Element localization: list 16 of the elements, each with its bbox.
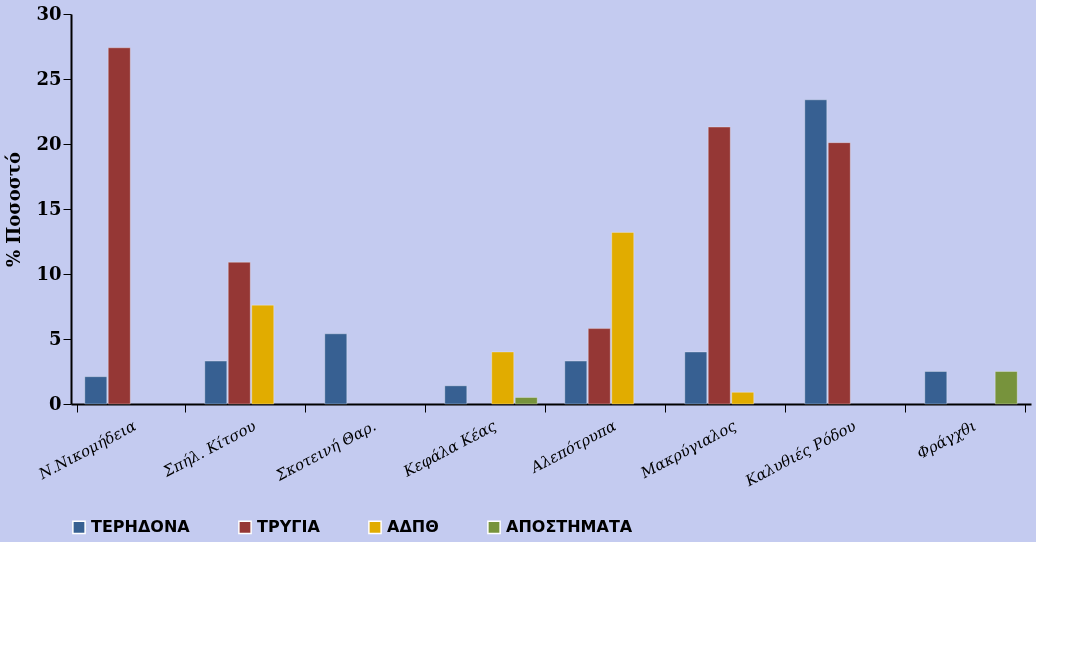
legend-label: ΤΡΥΓΙΑ bbox=[257, 517, 321, 537]
bar bbox=[444, 385, 468, 405]
y-tick-label: 20 bbox=[36, 132, 62, 154]
bar bbox=[924, 371, 948, 405]
y-tick-label: 5 bbox=[48, 327, 62, 349]
bar bbox=[324, 333, 348, 405]
y-tick-label: 10 bbox=[36, 262, 62, 284]
y-axis-title: % Ποσοστό bbox=[3, 151, 25, 268]
y-tick-label: 30 bbox=[36, 2, 62, 24]
legend-label: ΑΔΠΘ bbox=[387, 517, 439, 537]
legend-label: ΤΕΡΗΔΟΝΑ bbox=[91, 517, 191, 537]
bar bbox=[994, 371, 1018, 405]
legend-label: ΑΠΟΣΤΗΜΑΤΑ bbox=[506, 517, 633, 537]
y-tick-label: 15 bbox=[36, 197, 62, 219]
y-tick-label: 0 bbox=[48, 392, 62, 414]
y-tick-label: 25 bbox=[36, 67, 62, 89]
